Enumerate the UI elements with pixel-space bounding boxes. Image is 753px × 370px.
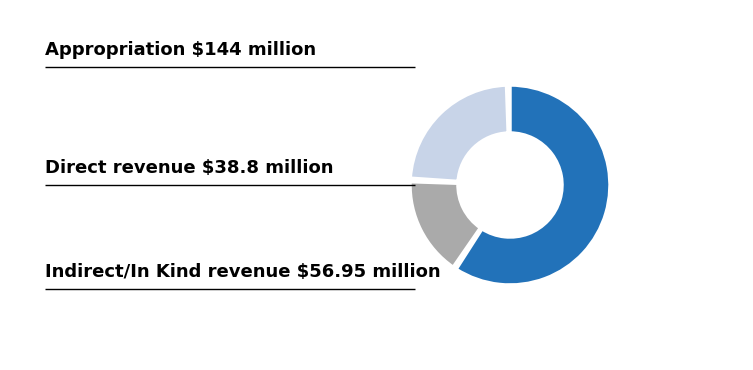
Wedge shape <box>456 85 610 285</box>
Wedge shape <box>410 182 480 267</box>
Text: Indirect/In Kind revenue $56.95 million: Indirect/In Kind revenue $56.95 million <box>45 263 441 280</box>
Text: Appropriation $144 million: Appropriation $144 million <box>45 41 316 58</box>
Text: Direct revenue $38.8 million: Direct revenue $38.8 million <box>45 159 334 177</box>
Wedge shape <box>410 85 508 181</box>
